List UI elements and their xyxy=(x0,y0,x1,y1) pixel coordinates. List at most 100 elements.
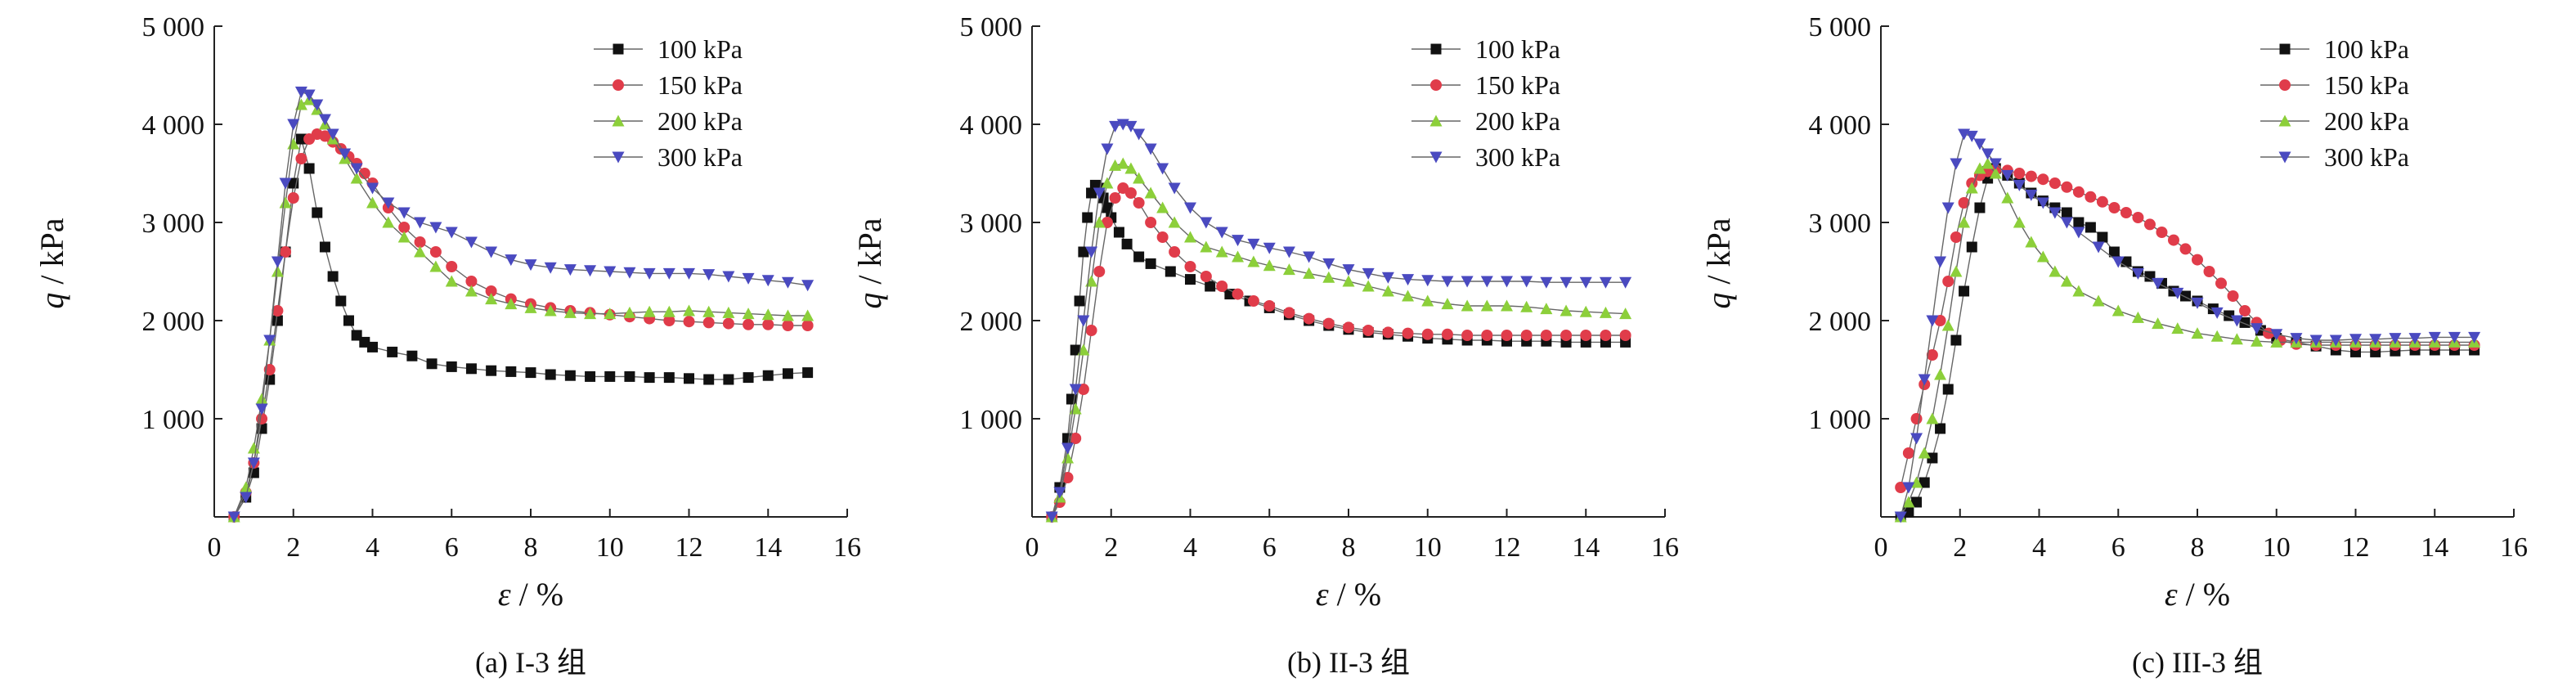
data-point xyxy=(1580,330,1592,341)
data-point xyxy=(1093,216,1106,228)
data-point xyxy=(1973,138,1986,150)
x-tick-label: 10 xyxy=(596,532,624,563)
data-point xyxy=(272,315,283,326)
data-point xyxy=(722,306,735,318)
data-point xyxy=(287,119,300,131)
data-point xyxy=(1958,197,1970,209)
data-point xyxy=(2013,168,2026,179)
data-point xyxy=(2227,290,2239,302)
data-point xyxy=(505,254,518,267)
data-point xyxy=(1941,319,1954,331)
data-point xyxy=(1144,143,1157,155)
data-point xyxy=(683,316,695,328)
data-point xyxy=(2448,331,2461,344)
data-point xyxy=(2290,333,2303,345)
data-point xyxy=(2060,217,2073,229)
data-point xyxy=(702,305,716,317)
legend-marker xyxy=(2279,79,2291,91)
data-point xyxy=(801,280,815,292)
x-tick-label: 4 xyxy=(1183,532,1197,563)
data-point xyxy=(1124,162,1138,174)
data-point xyxy=(2049,265,2062,277)
data-point xyxy=(271,265,284,277)
data-point xyxy=(1441,328,1453,340)
legend: 100 kPa 150 kPa 200 kPa 300 kPa xyxy=(2260,34,2409,172)
data-point xyxy=(311,99,324,111)
data-point xyxy=(1910,413,1923,424)
data-point xyxy=(1303,312,1315,325)
data-point xyxy=(781,276,794,289)
data-point xyxy=(524,301,537,313)
data-point xyxy=(1973,162,1986,174)
data-point xyxy=(585,370,596,382)
legend-marker xyxy=(2278,151,2291,164)
legend-item: 150 kPa xyxy=(1411,70,1560,100)
data-point xyxy=(2270,335,2283,348)
data-point xyxy=(1941,202,1954,214)
data-point xyxy=(319,130,331,142)
data-point xyxy=(486,365,497,376)
data-point xyxy=(1402,274,1415,286)
data-point xyxy=(350,163,363,175)
data-point xyxy=(1133,197,1145,209)
data-point xyxy=(1144,186,1157,199)
legend-item: 100 kPa xyxy=(594,34,743,64)
data-point xyxy=(2049,177,2061,189)
legend-item: 200 kPa xyxy=(2260,106,2409,136)
data-point xyxy=(1303,267,1316,279)
x-tick-label: 4 xyxy=(366,532,379,563)
data-point xyxy=(2025,189,2038,201)
legend-marker xyxy=(612,114,625,127)
data-point xyxy=(1902,482,1915,494)
data-point xyxy=(2120,207,2132,218)
data-point xyxy=(426,358,438,370)
data-point xyxy=(2389,333,2402,345)
data-point xyxy=(303,163,315,174)
x-tick-label: 6 xyxy=(445,532,459,563)
series-4 xyxy=(1894,128,2481,523)
data-point xyxy=(1441,298,1454,310)
x-tick-label: 2 xyxy=(286,532,300,563)
data-point xyxy=(1078,246,1089,258)
series-2 xyxy=(1046,182,1631,523)
data-point xyxy=(1579,305,1592,317)
data-point xyxy=(2108,202,2120,213)
data-point xyxy=(2049,207,2062,219)
data-point xyxy=(485,293,498,305)
legend-label: 150 kPa xyxy=(657,70,743,100)
data-point xyxy=(280,246,292,258)
data-point xyxy=(604,370,616,382)
data-point xyxy=(2131,311,2144,323)
data-point xyxy=(2072,186,2085,198)
data-point xyxy=(2073,217,2085,228)
data-point xyxy=(429,222,442,234)
data-point xyxy=(1599,306,1612,318)
data-point xyxy=(294,86,307,98)
data-point xyxy=(1934,315,1946,326)
data-point xyxy=(1965,182,1978,194)
data-point xyxy=(1263,300,1276,312)
x-tick-label: 8 xyxy=(524,532,538,563)
x-tick-label: 8 xyxy=(1342,532,1356,563)
data-point xyxy=(1077,344,1090,356)
data-point xyxy=(1085,275,1098,287)
data-point xyxy=(1113,227,1124,238)
data-point xyxy=(414,236,426,248)
panel-caption: (c) III-3 组 xyxy=(2132,646,2263,679)
data-point xyxy=(722,271,735,283)
data-point xyxy=(1077,384,1089,395)
data-point xyxy=(1461,276,1474,288)
data-point xyxy=(703,374,715,385)
data-point xyxy=(387,346,398,357)
data-point xyxy=(624,370,635,382)
data-point xyxy=(2251,323,2264,335)
data-point xyxy=(366,182,379,195)
x-tick-label: 10 xyxy=(2263,532,2291,563)
data-point xyxy=(1902,496,1915,508)
x-tick-label: 16 xyxy=(833,532,861,563)
data-point xyxy=(485,246,498,258)
y-tick-label: 5 000 xyxy=(960,12,1023,43)
data-point xyxy=(1263,259,1276,272)
series-4 xyxy=(227,86,815,523)
y-tick-label: 3 000 xyxy=(142,209,205,239)
